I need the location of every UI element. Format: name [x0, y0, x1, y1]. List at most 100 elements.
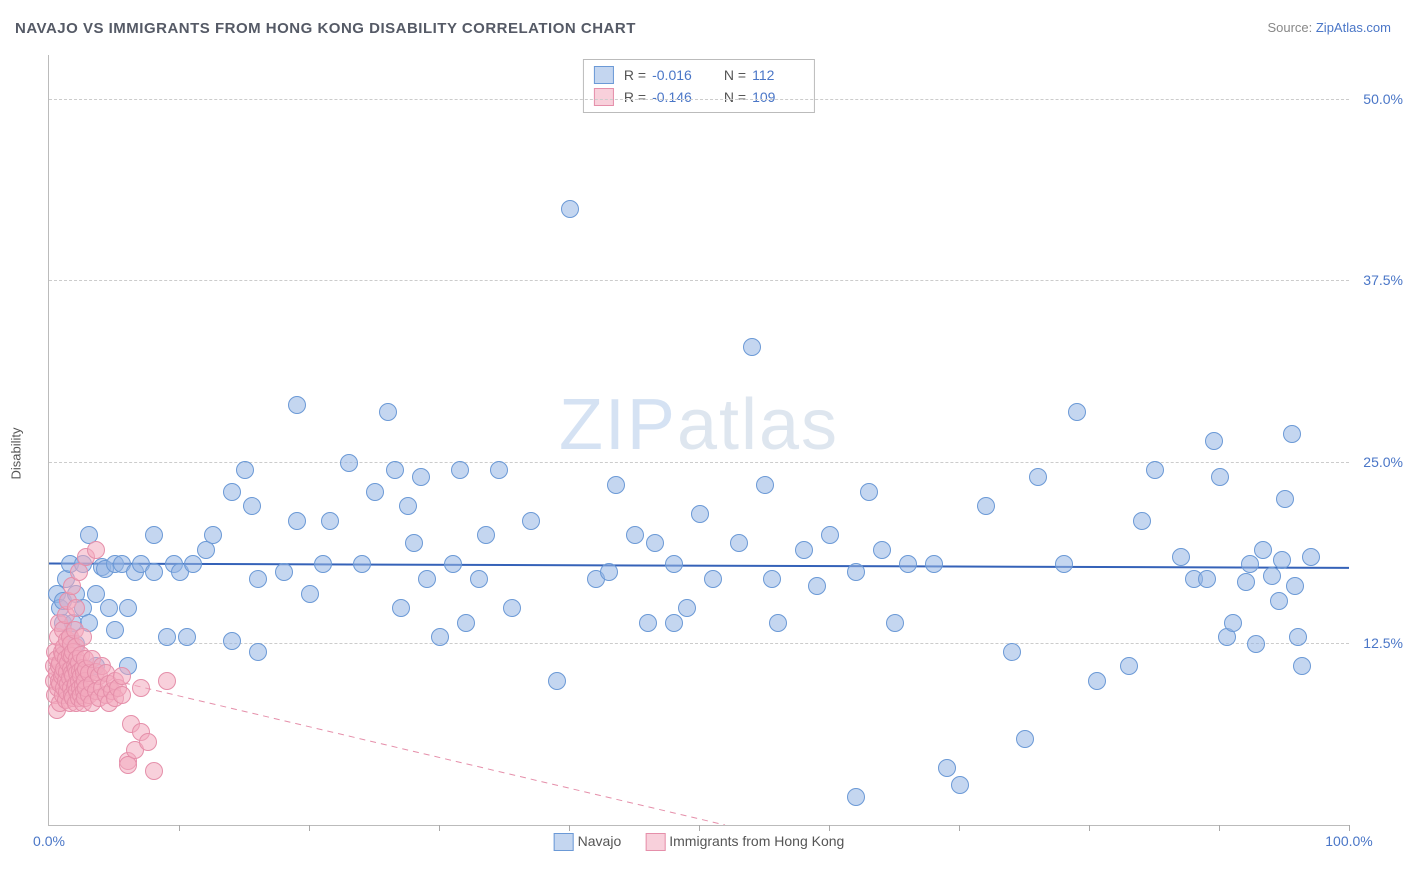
scatter-point [1029, 468, 1047, 486]
scatter-point [106, 621, 124, 639]
scatter-point [470, 570, 488, 588]
x-tick-label: 100.0% [1325, 833, 1372, 849]
scatter-point [561, 200, 579, 218]
scatter-point [873, 541, 891, 559]
scatter-point [249, 643, 267, 661]
scatter-point [223, 483, 241, 501]
scatter-point [763, 570, 781, 588]
scatter-point [821, 526, 839, 544]
scatter-point [1198, 570, 1216, 588]
scatter-point [412, 468, 430, 486]
source-link[interactable]: ZipAtlas.com [1316, 20, 1391, 35]
scatter-point [113, 667, 131, 685]
scatter-point [392, 599, 410, 617]
scatter-point [1003, 643, 1021, 661]
scatter-point [756, 476, 774, 494]
gridline [49, 280, 1349, 281]
scatter-point [139, 733, 157, 751]
scatter-point [1120, 657, 1138, 675]
gridline [49, 643, 1349, 644]
scatter-point [158, 628, 176, 646]
legend-item: Navajo [554, 833, 622, 851]
x-tick-mark [1219, 825, 1220, 831]
y-tick-label: 12.5% [1353, 635, 1403, 651]
scatter-point [626, 526, 644, 544]
scatter-point [87, 541, 105, 559]
scatter-point [678, 599, 696, 617]
scatter-point [340, 454, 358, 472]
legend-swatch [554, 833, 574, 851]
scatter-point [366, 483, 384, 501]
scatter-point [691, 505, 709, 523]
scatter-point [1211, 468, 1229, 486]
scatter-point [353, 555, 371, 573]
x-tick-mark [1349, 825, 1350, 831]
scatter-point [847, 563, 865, 581]
scatter-point [743, 338, 761, 356]
legend-swatch [645, 833, 665, 851]
x-tick-mark [1089, 825, 1090, 831]
correlation-legend-row: R = -0.146 N = 109 [594, 86, 804, 108]
scatter-point [548, 672, 566, 690]
scatter-point [503, 599, 521, 617]
scatter-point [490, 461, 508, 479]
scatter-point [704, 570, 722, 588]
x-tick-mark [959, 825, 960, 831]
x-tick-mark [179, 825, 180, 831]
scatter-point [1172, 548, 1190, 566]
scatter-point [418, 570, 436, 588]
scatter-point [665, 614, 683, 632]
scatter-point [321, 512, 339, 530]
correlation-legend: R = -0.016 N = 112R = -0.146 N = 109 [583, 59, 815, 113]
scatter-point [431, 628, 449, 646]
scatter-point [1224, 614, 1242, 632]
scatter-point [639, 614, 657, 632]
scatter-point [1293, 657, 1311, 675]
scatter-point [1237, 573, 1255, 591]
chart-title: NAVAJO VS IMMIGRANTS FROM HONG KONG DISA… [15, 20, 636, 37]
scatter-point [1247, 635, 1265, 653]
scatter-point [1146, 461, 1164, 479]
scatter-point [1088, 672, 1106, 690]
x-tick-mark [569, 825, 570, 831]
x-tick-label: 0.0% [33, 833, 65, 849]
scatter-point [178, 628, 196, 646]
scatter-point [379, 403, 397, 421]
scatter-point [1289, 628, 1307, 646]
legend-swatch [594, 88, 614, 106]
scatter-point [1055, 555, 1073, 573]
scatter-point [1068, 403, 1086, 421]
x-tick-mark [829, 825, 830, 831]
scatter-point [444, 555, 462, 573]
scatter-point [1302, 548, 1320, 566]
x-tick-mark [439, 825, 440, 831]
scatter-point [1263, 567, 1281, 585]
scatter-point [899, 555, 917, 573]
scatter-point [1273, 551, 1291, 569]
scatter-point [314, 555, 332, 573]
scatter-point [730, 534, 748, 552]
scatter-point [386, 461, 404, 479]
scatter-point [145, 526, 163, 544]
scatter-point [243, 497, 261, 515]
scatter-point [1254, 541, 1272, 559]
scatter-point [87, 585, 105, 603]
scatter-point [249, 570, 267, 588]
scatter-point [451, 461, 469, 479]
scatter-point [204, 526, 222, 544]
scatter-point [860, 483, 878, 501]
scatter-point [1283, 425, 1301, 443]
scatter-point [1133, 512, 1151, 530]
scatter-point [808, 577, 826, 595]
scatter-point [925, 555, 943, 573]
scatter-point [795, 541, 813, 559]
scatter-point [769, 614, 787, 632]
scatter-point [67, 599, 85, 617]
scatter-plot: ZIPatlas R = -0.016 N = 112R = -0.146 N … [48, 55, 1349, 826]
y-axis-label: Disability [9, 427, 24, 479]
scatter-point [100, 599, 118, 617]
legend-swatch [594, 66, 614, 84]
series-legend: NavajoImmigrants from Hong Kong [554, 833, 845, 851]
scatter-point [301, 585, 319, 603]
scatter-point [275, 563, 293, 581]
